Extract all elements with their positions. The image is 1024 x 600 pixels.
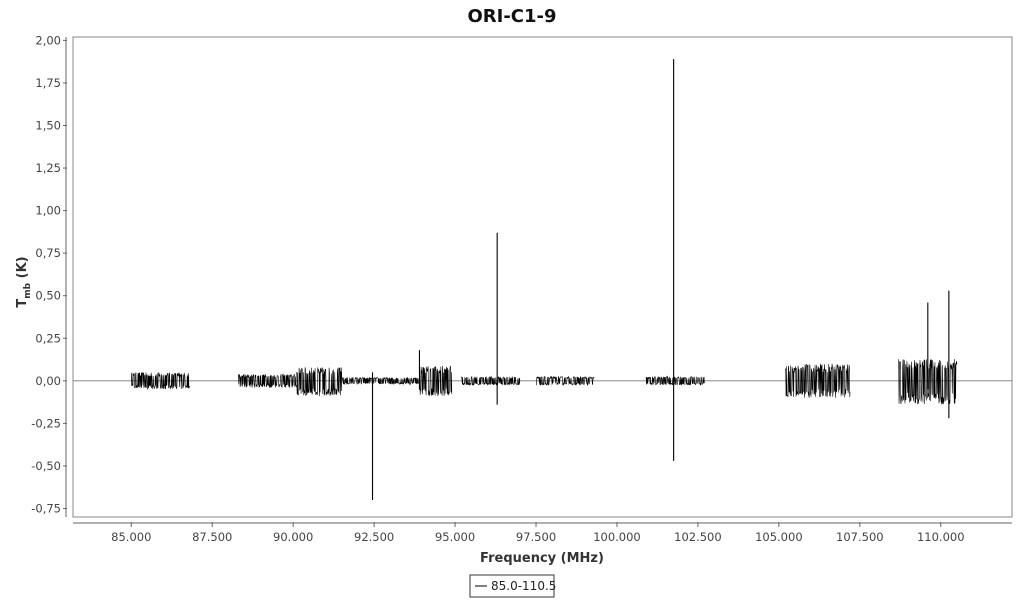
- noise-band: [461, 375, 521, 386]
- noise-band: [130, 371, 190, 390]
- noise-band: [898, 358, 958, 405]
- y-tick-label: 0,25: [35, 331, 61, 345]
- y-tick-label: 1,50: [35, 119, 61, 133]
- noise-band: [419, 365, 453, 396]
- y-tick-label: 1,00: [35, 204, 61, 218]
- y-tick-label: -0,50: [31, 459, 61, 473]
- noise-band: [785, 363, 851, 398]
- y-axis-label-sub: mb: [23, 282, 33, 298]
- y-axis-label: Tmb (K): [15, 256, 33, 307]
- plot-frame: [72, 36, 1013, 518]
- x-tick-label: 100.000: [593, 530, 641, 544]
- noise-band: [237, 373, 297, 388]
- x-tick-label: 110.000: [917, 530, 965, 544]
- y-tick-label: 0,50: [35, 289, 61, 303]
- x-axis-label: Frequency (MHz): [480, 551, 604, 566]
- x-tick-label: 92.500: [354, 530, 394, 544]
- legend-entry: 85.0-110.5: [491, 579, 556, 593]
- y-tick-label: 0,00: [35, 374, 61, 388]
- noise-band: [296, 367, 343, 397]
- legend-box: [469, 574, 555, 598]
- x-tick-label: 97.500: [516, 530, 556, 544]
- x-axis: 85.000 87.500 90.000 92.500 95.000 97.500 100.…: [73, 522, 1012, 544]
- y-tick-label: -0,25: [31, 416, 61, 430]
- noise-band: [535, 375, 595, 387]
- y-tick-label: 2,00: [35, 33, 61, 47]
- y-axis-label-unit: (K): [15, 256, 30, 282]
- y-tick-label: 1,25: [35, 161, 61, 175]
- y-tick-label: 0,75: [35, 246, 61, 260]
- legend: 85.0-110.5: [469, 574, 556, 598]
- chart-title: ORI-C1-9: [467, 6, 556, 27]
- series-85-110-5: [130, 59, 958, 500]
- x-tick-label: 105.000: [755, 530, 803, 544]
- y-tick-label: 1,75: [35, 76, 61, 90]
- x-tick-label: 95.000: [435, 530, 475, 544]
- x-tick-label: 90.000: [273, 530, 313, 544]
- y-axis: -0,75 -0,50 -0,25 0,00 0,25 0,50 0,75 1,00 1,25 1…: [31, 33, 67, 517]
- x-tick-label: 85.000: [111, 530, 151, 544]
- noise-band: [645, 375, 705, 386]
- x-tick-label: 107.500: [836, 530, 884, 544]
- noise-band: [341, 376, 420, 386]
- y-axis-label-main: T: [15, 299, 30, 308]
- x-tick-label: 102.500: [674, 530, 722, 544]
- x-tick-label: 87.500: [192, 530, 232, 544]
- y-tick-label: -0,75: [31, 501, 61, 515]
